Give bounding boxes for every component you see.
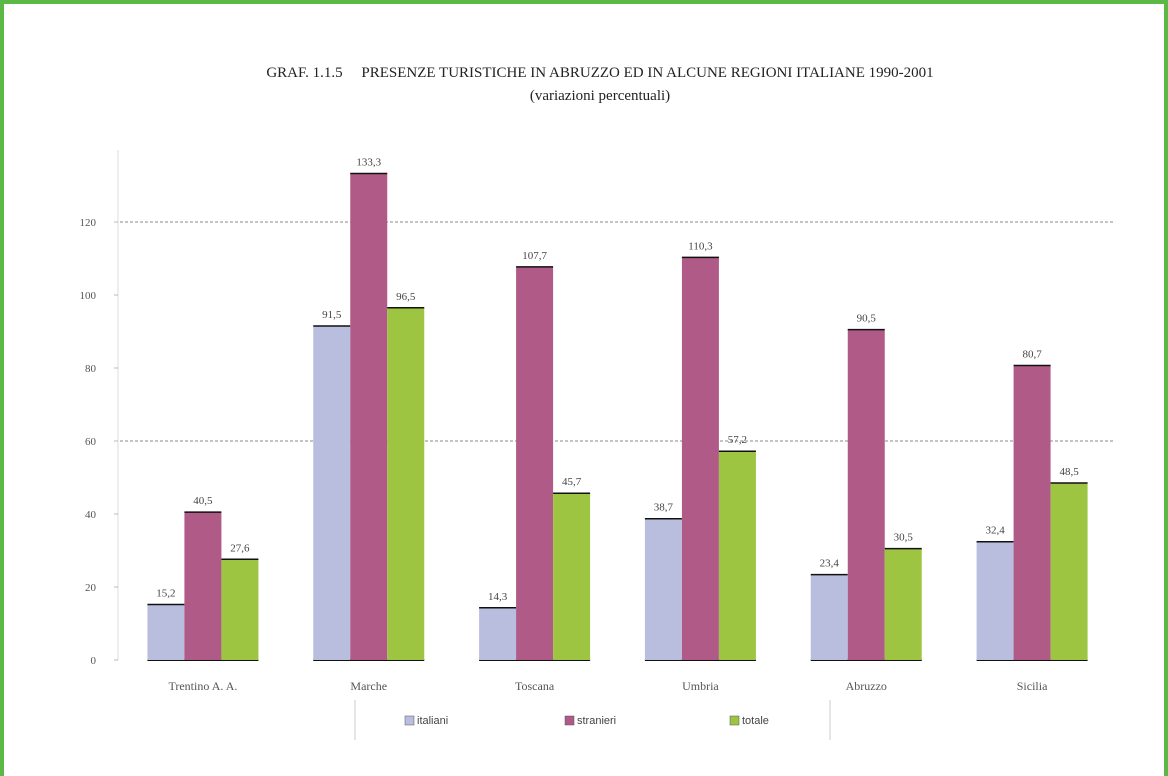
x-tick-label: Umbria bbox=[682, 679, 719, 693]
y-tick-label: 80 bbox=[85, 363, 97, 375]
data-label: 107,7 bbox=[522, 250, 547, 262]
x-tick-label: Trentino A. A. bbox=[168, 679, 237, 693]
bar bbox=[221, 559, 259, 660]
data-label: 27,6 bbox=[230, 542, 250, 554]
legend-label: totale bbox=[742, 715, 769, 727]
data-label: 32,4 bbox=[985, 525, 1005, 537]
bar bbox=[847, 329, 885, 660]
bar bbox=[810, 574, 848, 660]
data-label: 38,7 bbox=[654, 502, 674, 514]
data-label: 133,3 bbox=[356, 156, 381, 168]
y-tick-label: 100 bbox=[80, 290, 97, 302]
bar bbox=[313, 326, 351, 660]
bar bbox=[479, 607, 517, 660]
x-tick-label: Abruzzo bbox=[846, 679, 887, 693]
bar bbox=[1013, 365, 1051, 660]
y-tick-label: 60 bbox=[85, 436, 97, 448]
x-tick-label: Toscana bbox=[515, 679, 555, 693]
bar bbox=[184, 512, 222, 660]
legend-label: italiani bbox=[417, 715, 448, 727]
bar bbox=[976, 541, 1014, 660]
data-label: 91,5 bbox=[322, 309, 342, 321]
bar bbox=[1050, 482, 1088, 660]
legend-swatch bbox=[404, 715, 415, 726]
data-label: 48,5 bbox=[1059, 466, 1079, 478]
data-label: 57,2 bbox=[728, 434, 747, 446]
data-label: 110,3 bbox=[688, 240, 713, 252]
x-tick-label: Marche bbox=[350, 679, 387, 693]
data-label: 23,4 bbox=[820, 558, 840, 570]
data-label: 15,2 bbox=[156, 588, 175, 600]
data-label: 40,5 bbox=[193, 495, 213, 507]
bar bbox=[681, 257, 719, 660]
bar bbox=[516, 266, 554, 660]
bar bbox=[644, 518, 682, 660]
data-label: 80,7 bbox=[1022, 348, 1042, 360]
x-tick-label: Sicilia bbox=[1017, 679, 1048, 693]
y-tick-label: 20 bbox=[85, 582, 97, 594]
legend-swatch bbox=[729, 715, 740, 726]
bar bbox=[147, 604, 185, 660]
data-label: 45,7 bbox=[562, 476, 582, 488]
bar bbox=[350, 173, 388, 660]
chart-subtitle: (variazioni percentuali) bbox=[530, 88, 670, 104]
chart-title: GRAF. 1.1.5 PRESENZE TURISTICHE IN ABRUZ… bbox=[266, 65, 933, 81]
y-tick-label: 0 bbox=[91, 655, 97, 667]
data-label: 90,5 bbox=[857, 313, 877, 325]
y-tick-label: 120 bbox=[80, 217, 97, 229]
data-label: 14,3 bbox=[488, 591, 508, 603]
bar bbox=[718, 451, 756, 660]
bar bbox=[387, 307, 425, 660]
y-tick-label: 40 bbox=[85, 509, 97, 521]
data-label: 30,5 bbox=[894, 532, 914, 544]
legend-swatch bbox=[564, 715, 575, 726]
legend-label: stranieri bbox=[577, 715, 616, 727]
bar bbox=[884, 548, 922, 660]
bar bbox=[553, 493, 591, 660]
data-label: 96,5 bbox=[396, 291, 416, 303]
